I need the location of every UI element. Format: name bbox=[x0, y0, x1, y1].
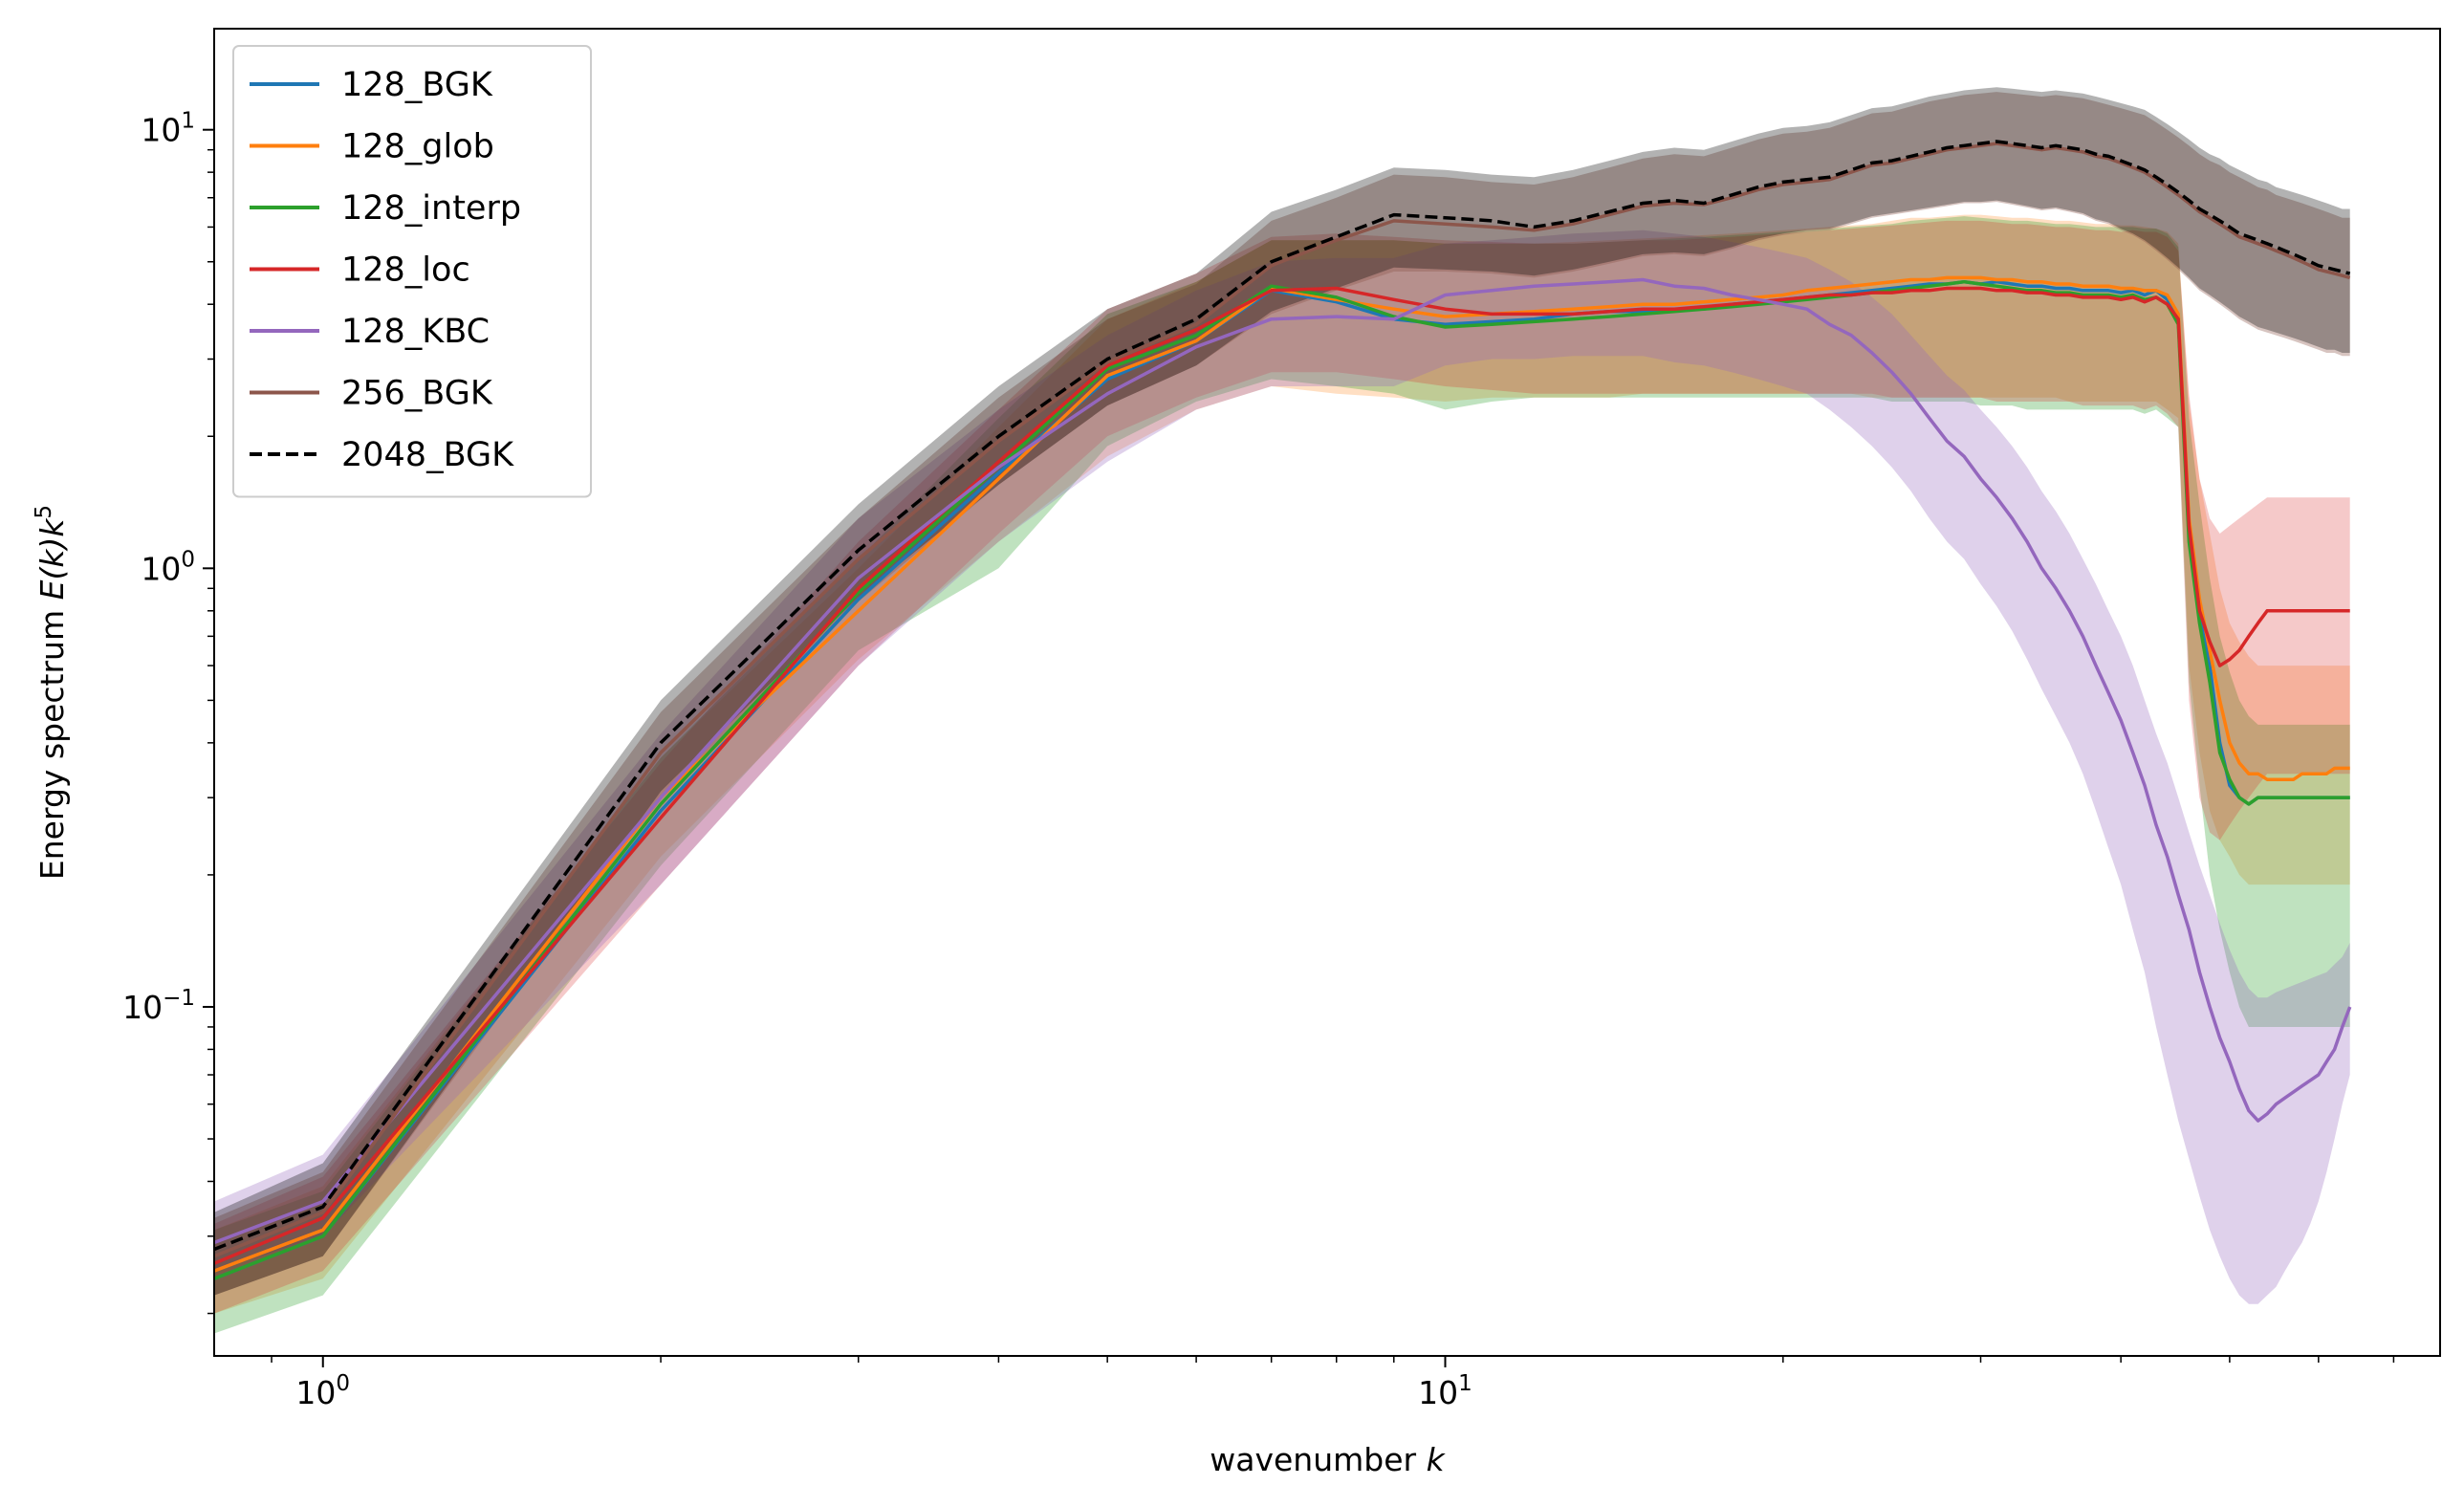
line-128-interp bbox=[214, 279, 2350, 1280]
y-axis-label: Energy spectrum E(k)k5 bbox=[32, 505, 71, 880]
y-axis-label-math: E(k)k bbox=[33, 517, 71, 601]
legend-item-2048-bgk: 2048_BGK bbox=[250, 436, 514, 474]
axis-ticks: 100 101 10−1 100 101 bbox=[122, 109, 2395, 1411]
x-axis-label-symbol: k bbox=[1427, 1441, 1447, 1478]
legend-item-128-interp: 128_interp bbox=[250, 189, 521, 228]
legend-label: 128_KBC bbox=[341, 313, 490, 351]
x-axis-label-text: wavenumber bbox=[1210, 1441, 1416, 1478]
legend-label: 128_interp bbox=[341, 189, 521, 228]
legend-label: 128_BGK bbox=[341, 66, 493, 104]
y-tick-label: 100 bbox=[141, 547, 195, 587]
line-128-loc bbox=[214, 286, 2350, 1265]
legend-label: 128_glob bbox=[341, 128, 494, 166]
line-256-bgk bbox=[214, 142, 2351, 1258]
legend-label: 2048_BGK bbox=[341, 436, 514, 474]
x-tick-label: 100 bbox=[295, 1371, 350, 1411]
legend-item-128-loc: 128_loc bbox=[250, 251, 470, 290]
legend-item-128-bgk: 128_BGK bbox=[250, 66, 493, 104]
line-128-kbc bbox=[214, 277, 2352, 1245]
legend-label: 256_BGK bbox=[341, 375, 493, 413]
x-axis-label: wavenumber k bbox=[1210, 1441, 1446, 1478]
band-128-interp bbox=[214, 216, 2350, 1334]
y-axis-label-superscript: 5 bbox=[32, 505, 56, 519]
y-tick-label: 101 bbox=[141, 109, 195, 149]
y-tick-label: 10−1 bbox=[122, 986, 195, 1026]
plot-frame bbox=[213, 28, 2441, 1357]
legend-item-128-kbc: 128_KBC bbox=[250, 313, 490, 351]
legend-item-256-bgk: 256_BGK bbox=[250, 375, 493, 413]
legend-label: 128_loc bbox=[341, 251, 470, 290]
y-axis-label-text: Energy spectrum bbox=[33, 610, 71, 880]
band-128-loc bbox=[214, 220, 2350, 1314]
series-lines bbox=[214, 140, 2352, 1280]
legend: 128_BGK 128_glob 128_interp 128_loc 128_KBC 2… bbox=[232, 45, 592, 498]
legend-frame bbox=[232, 45, 592, 498]
line-2048-bgk bbox=[214, 140, 2351, 1252]
band-128-glob bbox=[214, 214, 2350, 1314]
x-tick-label: 101 bbox=[1418, 1371, 1472, 1411]
legend-item-128-glob: 128_glob bbox=[250, 128, 494, 166]
band-2048-bgk bbox=[214, 87, 2350, 1296]
line-128-glob bbox=[214, 275, 2350, 1273]
band-256-bgk bbox=[214, 92, 2350, 1296]
